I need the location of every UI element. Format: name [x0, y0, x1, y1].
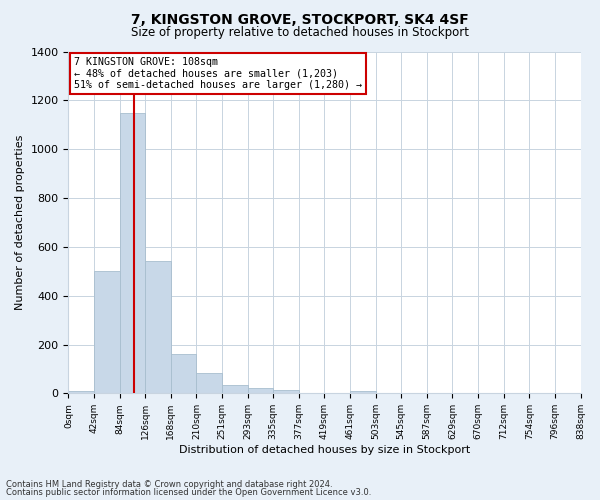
Bar — [68, 391, 94, 394]
Text: 7 KINGSTON GROVE: 108sqm
← 48% of detached houses are smaller (1,203)
51% of sem: 7 KINGSTON GROVE: 108sqm ← 48% of detach… — [74, 56, 362, 90]
Bar — [94, 272, 119, 394]
Bar — [119, 112, 145, 394]
Bar — [248, 388, 273, 394]
Bar — [350, 391, 376, 394]
Text: Size of property relative to detached houses in Stockport: Size of property relative to detached ho… — [131, 26, 469, 39]
X-axis label: Distribution of detached houses by size in Stockport: Distribution of detached houses by size … — [179, 445, 470, 455]
Bar — [171, 354, 196, 394]
Bar — [222, 385, 248, 394]
Y-axis label: Number of detached properties: Number of detached properties — [15, 134, 25, 310]
Text: 7, KINGSTON GROVE, STOCKPORT, SK4 4SF: 7, KINGSTON GROVE, STOCKPORT, SK4 4SF — [131, 12, 469, 26]
Bar — [273, 390, 299, 394]
Bar — [145, 262, 171, 394]
Bar — [196, 372, 222, 394]
Text: Contains HM Land Registry data © Crown copyright and database right 2024.: Contains HM Land Registry data © Crown c… — [6, 480, 332, 489]
Text: Contains public sector information licensed under the Open Government Licence v3: Contains public sector information licen… — [6, 488, 371, 497]
